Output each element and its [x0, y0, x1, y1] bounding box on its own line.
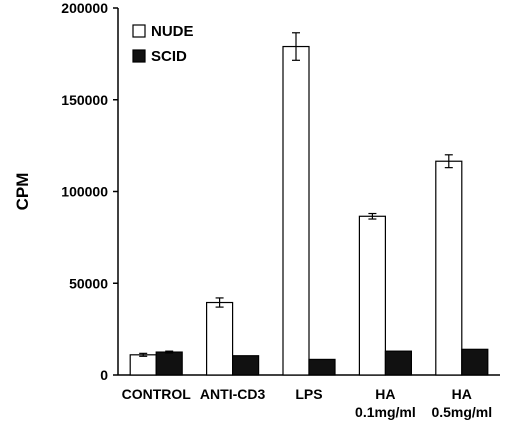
labels: 0 50000 100000 150000 200000 CPM CONTROL ANTI-C…: [13, 0, 492, 420]
legend-label-scid: SCID: [151, 48, 187, 65]
bar-scid-0: [155, 351, 183, 376]
x-tick-label: HA: [452, 386, 472, 402]
bars: [129, 32, 489, 376]
bar-scid-2: [308, 358, 336, 376]
legend-swatch-nude: [132, 24, 146, 38]
legend-swatch-scid: [132, 49, 146, 63]
bar-scid-1: [232, 355, 260, 376]
bar-nude-2: [282, 45, 310, 376]
x-tick-label-line2: 0.5mg/ml: [431, 404, 492, 420]
bar-nude-4: [435, 160, 463, 376]
legend-label-nude: NUDE: [151, 23, 194, 40]
x-tick-label: HA: [375, 386, 395, 402]
bar-nude-0: [129, 354, 157, 376]
y-tick-label: 50000: [69, 275, 108, 291]
y-tick-label: 150000: [61, 92, 108, 108]
y-axis-title: CPM: [13, 173, 32, 211]
x-tick-label: CONTROL: [122, 386, 192, 402]
bar-nude-3: [358, 215, 386, 376]
bar-scid-4: [461, 348, 489, 376]
y-tick-label: 100000: [61, 184, 108, 200]
y-tick-label: 0: [100, 367, 108, 383]
x-tick-label: LPS: [295, 386, 322, 402]
legend: NUDE SCID: [132, 23, 194, 65]
x-tick-label: ANTI-CD3: [200, 386, 266, 402]
bar-scid-3: [384, 350, 412, 376]
bar-nude-1: [206, 301, 234, 376]
y-tick-label: 200000: [61, 0, 108, 16]
x-tick-label-line2: 0.1mg/ml: [355, 404, 416, 420]
